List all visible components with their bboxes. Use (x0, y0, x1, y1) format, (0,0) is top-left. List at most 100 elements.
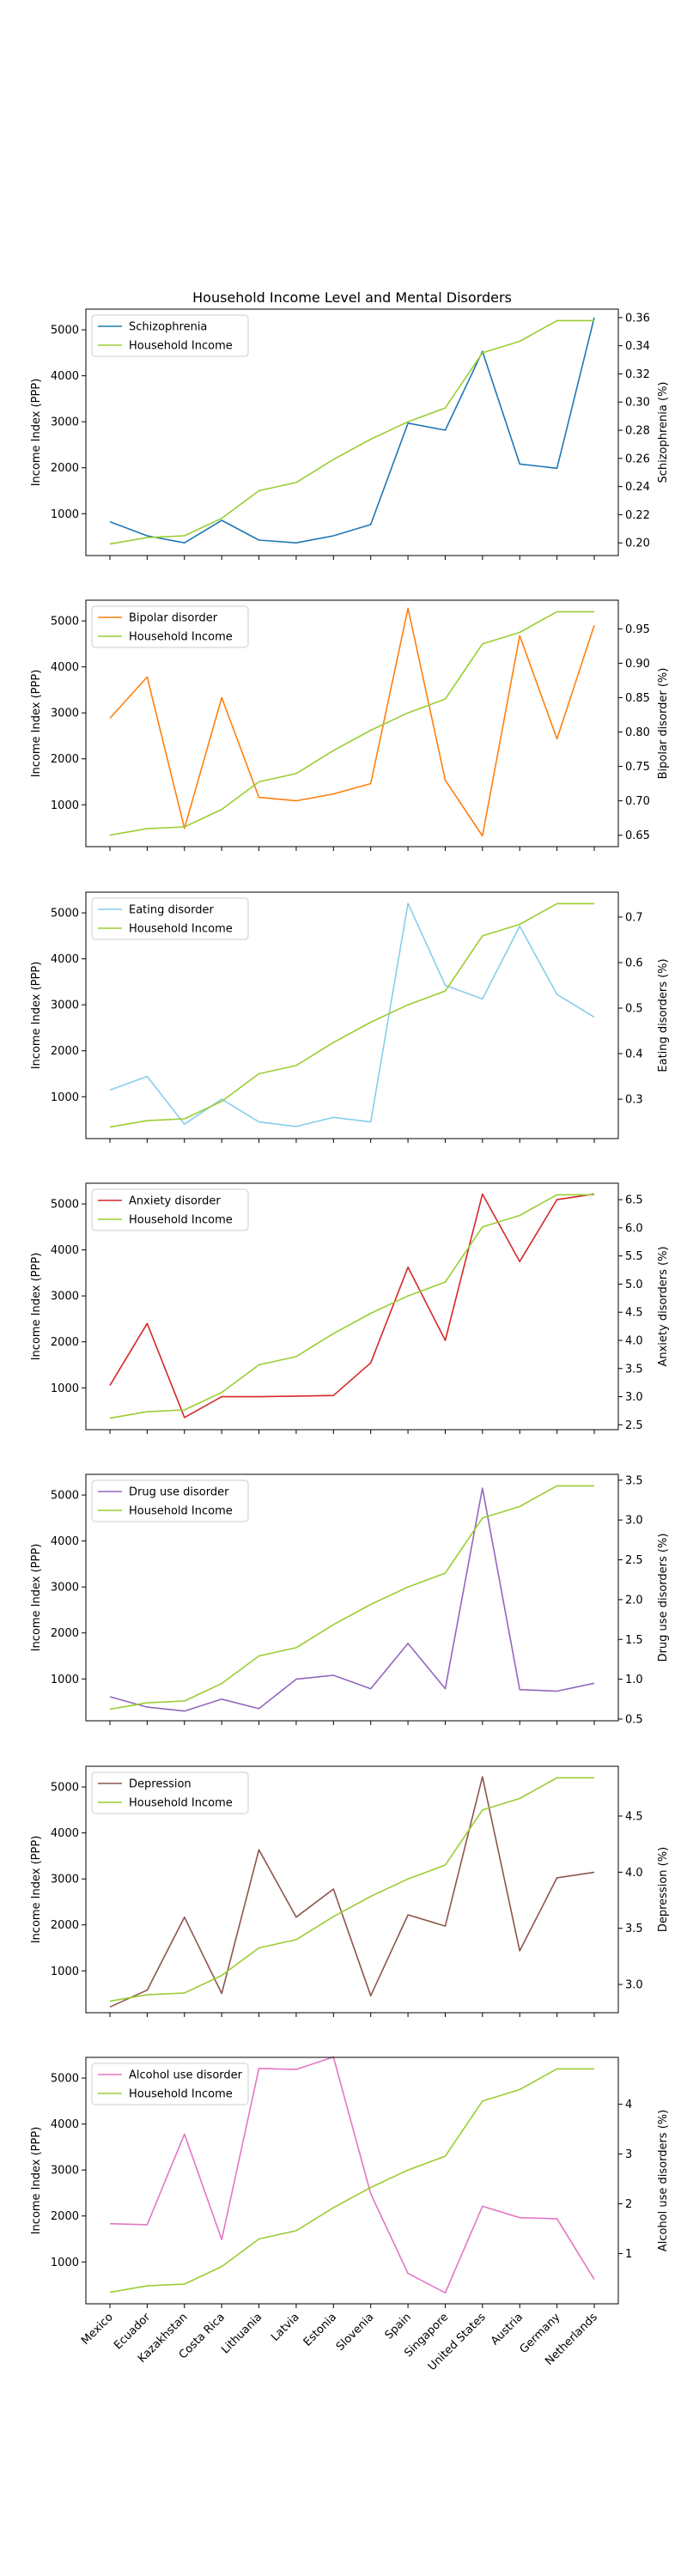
right-axis-label: Alcohol use disorders (%) (657, 2110, 670, 2251)
series-line-disorder (109, 1487, 595, 1712)
legend-label-income: Household Income (129, 340, 233, 353)
right-tick-label: 0.32 (625, 368, 650, 381)
left-tick-label: 2000 (51, 1336, 79, 1349)
series-line-disorder (109, 902, 595, 1127)
axes-frame (85, 599, 619, 848)
right-tick-label: 0.22 (625, 509, 650, 522)
right-tick-label: 2 (625, 2198, 632, 2211)
right-axis-label: Eating disorders (%) (657, 958, 670, 1072)
left-tick-label: 1000 (51, 1382, 79, 1395)
series-line-household-income (109, 1777, 594, 2002)
legend-label-disorder: Anxiety disorder (129, 1195, 221, 1208)
right-tick-label: 0.34 (625, 340, 650, 353)
right-tick-label: 4.0 (625, 1335, 643, 1348)
left-tick-label: 5000 (51, 616, 79, 629)
right-tick-label: 4 (625, 2099, 632, 2111)
right-tick-label: 0.20 (625, 538, 650, 550)
series-line-disorder (109, 317, 595, 544)
left-tick-label: 2000 (51, 2210, 79, 2223)
right-axis-label: Depression (%) (657, 1847, 670, 1932)
legend: Drug use disorder Household Income (91, 1479, 249, 1522)
legend-box (91, 2063, 249, 2105)
right-tick-label: 4.5 (625, 1307, 643, 1320)
legend-box (91, 605, 249, 648)
right-tick-label: 0.6 (625, 957, 643, 970)
left-tick-label: 2000 (51, 1045, 79, 1058)
panel-anxiety-disorder: 1000 2000 3000 4000 5000 2.5 3.0 3.5 4.0 4.5 5.0 5.… (30, 1182, 670, 1434)
axes-frame (85, 308, 619, 556)
right-tick-label: 3.5 (625, 1474, 643, 1487)
left-tick-label: 2000 (51, 462, 79, 475)
left-tick-label: 3000 (51, 999, 79, 1012)
legend-label-income: Household Income (129, 2088, 233, 2101)
legend: Eating disorder Household Income (91, 897, 249, 940)
right-tick-label: 0.7 (625, 912, 643, 925)
right-axis-label: Schizophrenia (%) (657, 381, 670, 483)
left-tick-label: 2000 (51, 1919, 79, 1932)
legend-label-disorder: Depression (129, 1778, 192, 1791)
right-tick-label: 0.80 (625, 726, 650, 739)
axes-frame (85, 891, 619, 1139)
right-tick-label: 0.30 (625, 397, 650, 410)
right-tick-label: 0.4 (625, 1048, 643, 1061)
panel-depression: 1000 2000 3000 4000 5000 3.0 3.5 4.0 4.5 Income I… (30, 1765, 670, 2017)
left-tick-label: 2000 (51, 1627, 79, 1640)
left-tick-label: 4000 (51, 370, 79, 383)
left-tick-label: 4000 (51, 661, 79, 674)
series-line-disorder (109, 2056, 595, 2293)
series-line-household-income (109, 611, 594, 836)
left-tick-label: 1000 (51, 799, 79, 812)
left-tick-label: 5000 (51, 2073, 79, 2086)
legend: Alcohol use disorder Household Income (91, 2063, 249, 2105)
right-tick-label: 1.0 (625, 1674, 643, 1686)
right-tick-label: 0.36 (625, 312, 650, 325)
series-line-disorder (109, 607, 595, 837)
left-tick-label: 4000 (51, 953, 79, 966)
legend-box (91, 1188, 249, 1231)
right-tick-label: 5.0 (625, 1279, 643, 1291)
right-tick-label: 5.5 (625, 1250, 643, 1263)
left-tick-label: 3000 (51, 1874, 79, 1886)
left-axis-label: Income Index (PPP) (30, 962, 43, 1070)
series-line-household-income (109, 1194, 594, 1419)
legend-box (91, 897, 249, 940)
left-tick-label: 2000 (51, 753, 79, 766)
left-axis-label: Income Index (PPP) (30, 1253, 43, 1361)
left-tick-label: 4000 (51, 1244, 79, 1257)
panel-drug-use-disorder: 1000 2000 3000 4000 5000 0.5 1.0 1.5 2.0 2.5 3.0 3.… (30, 1473, 670, 1726)
left-tick-label: 3000 (51, 1582, 79, 1595)
legend-label-income: Household Income (129, 923, 233, 936)
axes-frame (85, 1182, 619, 1431)
right-tick-label: 0.3 (625, 1094, 643, 1107)
left-tick-label: 4000 (51, 1827, 79, 1840)
right-tick-label: 0.24 (625, 481, 650, 494)
right-tick-label: 0.5 (625, 1713, 643, 1726)
right-tick-label: 0.28 (625, 425, 650, 438)
right-tick-label: 3.5 (625, 1923, 643, 1935)
left-tick-label: 1000 (51, 2257, 79, 2269)
right-axis-label: Drug use disorders (%) (657, 1534, 670, 1662)
left-axis-label: Income Index (PPP) (30, 2127, 43, 2235)
panel-eating-disorder: 1000 2000 3000 4000 5000 0.3 0.4 0.5 0.6 0.7 Incom… (30, 891, 670, 1143)
right-tick-label: 1 (625, 2248, 632, 2261)
right-tick-label: 0.5 (625, 1003, 643, 1016)
left-tick-label: 1000 (51, 1091, 79, 1104)
left-tick-label: 5000 (51, 325, 79, 337)
right-tick-label: 1.5 (625, 1634, 643, 1647)
legend: Schizophrenia Household Income (91, 314, 249, 357)
right-tick-label: 2.5 (625, 1419, 643, 1432)
series-line-household-income (109, 319, 594, 545)
axes-frame (85, 2057, 619, 2305)
legend-box (91, 314, 249, 357)
right-axis-label: Anxiety disorders (%) (657, 1246, 670, 1366)
legend-label-income: Household Income (129, 1214, 233, 1227)
left-tick-label: 3000 (51, 708, 79, 720)
left-axis-label: Income Index (PPP) (30, 670, 43, 778)
legend-label-income: Household Income (129, 1797, 233, 1810)
right-tick-label: 0.75 (625, 761, 650, 774)
right-tick-label: 3.5 (625, 1363, 643, 1376)
series-line-disorder (109, 1193, 595, 1419)
axes-frame (85, 1765, 619, 2014)
right-tick-label: 2.5 (625, 1554, 643, 1567)
left-tick-label: 3000 (51, 1291, 79, 1303)
